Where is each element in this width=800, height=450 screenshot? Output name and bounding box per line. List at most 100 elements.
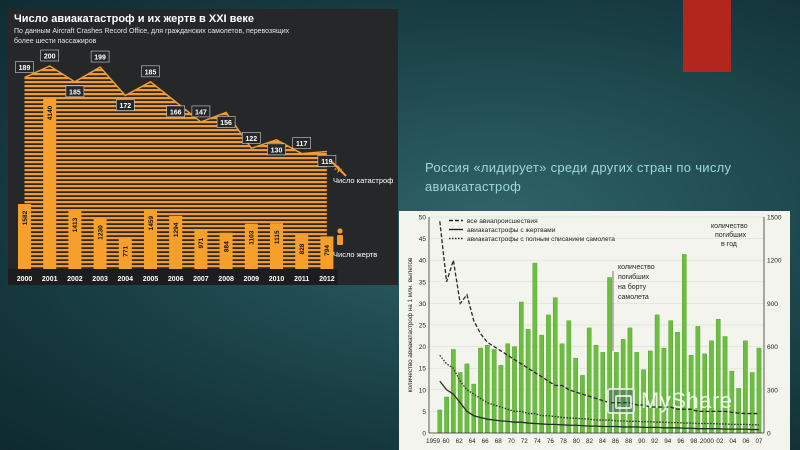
crash-label-box: [65, 85, 85, 98]
person-icon-head: [337, 228, 343, 234]
crash-value-label: 122: [245, 136, 257, 143]
x-tick-label: 82: [586, 438, 594, 445]
x-tick-label: 68: [495, 438, 503, 445]
legend-victims-label: Число жертв: [333, 250, 377, 259]
right-axis-label-1: количество: [711, 223, 748, 230]
y-left-tick: 50: [419, 215, 427, 222]
infographic-subtitle: По данным Aircraft Crashes Record Office…: [14, 28, 290, 45]
victims-value-label: 971: [198, 237, 205, 248]
fatalities-bar: [743, 340, 748, 434]
fatalities-bar: [525, 329, 531, 434]
x-tick-label: 96: [677, 438, 685, 445]
x-tick-label: 98: [690, 438, 698, 445]
y-left-tick: 0: [422, 431, 426, 438]
y-left-tick: 30: [419, 301, 427, 308]
fatalities-bar: [471, 383, 477, 434]
y-right-tick: 600: [767, 344, 778, 351]
victims-value-label: 771: [123, 246, 130, 257]
fatalities-bar: [736, 388, 741, 434]
crash-label-box: [116, 99, 135, 111]
year-tick-label: 2003: [92, 276, 108, 283]
legend-label: авиакатастрофы с полным списанием самоле…: [467, 236, 615, 243]
victims-value-label: 794: [324, 245, 331, 256]
watermark-text: MyShare: [641, 388, 733, 413]
victims-bar: [295, 235, 309, 269]
presentation-icon: [607, 388, 635, 414]
all-accidents-line: [439, 221, 759, 415]
fatalities-bar: [580, 375, 585, 434]
victims-bar: [68, 210, 82, 269]
x-tick-label: 74: [534, 438, 542, 445]
crash-label-box: [141, 65, 160, 78]
crash-value-label: 189: [19, 65, 31, 72]
victims-value-label: 828: [299, 243, 306, 254]
victims-value-label: 1103: [249, 230, 256, 244]
y-right-tick: 900: [767, 301, 778, 308]
crash-label-box: [216, 116, 236, 128]
y-left-tick: 45: [419, 236, 427, 243]
year-tick-label: 2007: [193, 276, 209, 283]
fatalities-bar: [749, 372, 755, 434]
x-tick-label: 88: [625, 438, 633, 445]
fatalities-bar: [532, 262, 538, 434]
annotation-line: на борту: [618, 283, 647, 291]
y-right-tick: 300: [767, 387, 778, 394]
year-tick-label: 2008: [218, 276, 234, 283]
x-tick-label: 66: [482, 438, 490, 445]
crash-label-box: [242, 131, 261, 144]
x-tick-label: 64: [469, 438, 477, 445]
person-icon-body: [337, 235, 343, 245]
crash-label-box: [292, 137, 312, 149]
y-right-tick: 1500: [767, 215, 782, 222]
victims-bar: [270, 223, 283, 269]
x-tick-label: 92: [651, 438, 659, 445]
year-tick-label: 2006: [168, 276, 184, 283]
left-axis-label: количество авиакатастроф на 1 млн. вылет…: [407, 257, 414, 392]
y-left-tick: 20: [419, 344, 427, 351]
x-tick-label: 86: [612, 438, 620, 445]
fatalities-bar: [675, 331, 680, 434]
fatalities-bar: [627, 327, 633, 434]
victims-value-label: 1294: [173, 222, 180, 237]
crash-value-label: 200: [44, 54, 56, 61]
legend-label: все авиапроисшествия: [467, 218, 538, 225]
annotation-line: самолета: [618, 294, 649, 301]
x-tick-label: 76: [547, 438, 555, 445]
victims-bar: [194, 229, 208, 269]
year-tick-label: 2009: [244, 276, 260, 283]
victims-value-label: 884: [223, 241, 230, 252]
cross-mark: [331, 161, 347, 177]
crash-value-label: 130: [271, 147, 283, 154]
slide-text: Россия «лидирует» среди других стран по …: [425, 160, 732, 194]
watermark: MyShare: [607, 385, 733, 417]
y-right-tick: 0: [767, 431, 771, 438]
crash-label-box: [40, 49, 60, 62]
fatal-accidents-line: [439, 380, 759, 431]
crash-value-label: 156: [220, 120, 232, 127]
x-tick-label: 70: [508, 438, 516, 445]
year-tick-label: 2012: [319, 276, 335, 283]
legend-label: авиакатастрофы с жертвами: [467, 227, 556, 234]
year-tick-label: 2010: [269, 276, 285, 283]
crash-value-label: 117: [296, 141, 307, 148]
infographic-title: Число авиакатастроф и их жертв в XXI век…: [14, 13, 255, 25]
crash-value-label: 199: [94, 55, 106, 62]
crash-value-label: 185: [69, 89, 81, 96]
x-tick-label: 1959: [426, 438, 441, 445]
year-tick-label: 2001: [42, 276, 58, 283]
victims-value-label: 1413: [72, 217, 79, 232]
y-left-tick: 40: [419, 258, 427, 265]
x-tick-label: 84: [599, 438, 607, 445]
x-tick-label: 02: [716, 438, 724, 445]
y-left-tick: 10: [419, 387, 427, 394]
victims-bar: [93, 218, 107, 269]
x-tick-label: 90: [638, 438, 646, 445]
fatalities-bar: [518, 301, 524, 434]
crash-label-box: [15, 61, 34, 73]
x-tick-label: 78: [560, 438, 568, 445]
x-tick-label: 62: [456, 438, 464, 445]
fatalities-bar: [498, 365, 504, 434]
year-tick-label: 2011: [294, 276, 309, 283]
victims-value-label: 1582: [22, 210, 29, 225]
victims-value-label: 1459: [148, 215, 155, 230]
